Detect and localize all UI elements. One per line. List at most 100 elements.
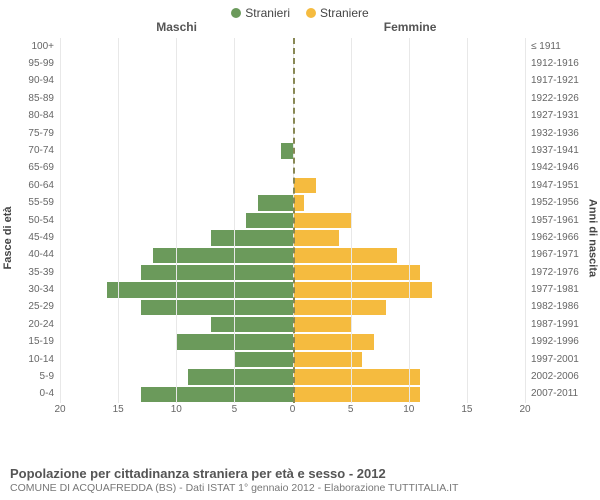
bar-female	[293, 300, 386, 315]
bar-female	[293, 213, 351, 228]
age-label: 75-79	[28, 129, 60, 139]
age-label: 65-69	[28, 163, 60, 173]
grid-line	[409, 38, 410, 403]
birth-year-label: 1982-1986	[525, 302, 579, 312]
plot-area: 100+≤ 191195-991912-191690-941917-192185…	[60, 38, 525, 403]
x-tick-label: 20	[54, 404, 65, 415]
birth-year-label: 1937-1941	[525, 146, 579, 156]
age-label: 5-9	[40, 372, 60, 382]
bar-female	[293, 230, 340, 245]
birth-year-label: 1927-1931	[525, 111, 579, 121]
grid-line	[467, 38, 468, 403]
y-axis-title-right: Anni di nascita	[586, 199, 598, 277]
birth-year-label: 1987-1991	[525, 320, 579, 330]
age-label: 70-74	[28, 146, 60, 156]
legend-item-male: Stranieri	[231, 6, 290, 20]
bar-male	[258, 195, 293, 210]
bar-male	[211, 230, 292, 245]
birth-year-label: 2002-2006	[525, 372, 579, 382]
bar-male	[141, 300, 292, 315]
bar-female	[293, 248, 398, 263]
x-tick-label: 10	[171, 404, 182, 415]
age-label: 40-44	[28, 250, 60, 260]
chart-subtitle: COMUNE DI ACQUAFREDDA (BS) - Dati ISTAT …	[10, 482, 590, 494]
age-label: 25-29	[28, 302, 60, 312]
legend-swatch-male	[231, 8, 241, 18]
birth-year-label: 1962-1966	[525, 233, 579, 243]
bar-female	[293, 317, 351, 332]
bar-male	[188, 369, 293, 384]
grid-line	[176, 38, 177, 403]
age-label: 100+	[31, 42, 60, 52]
grid-line	[234, 38, 235, 403]
birth-year-label: 1922-1926	[525, 94, 579, 104]
x-tick-label: 10	[403, 404, 414, 415]
birth-year-label: 1967-1971	[525, 250, 579, 260]
bar-male	[234, 352, 292, 367]
grid-line	[118, 38, 119, 403]
bar-female	[293, 369, 421, 384]
x-axis: 201510505101520	[60, 404, 525, 420]
age-label: 55-59	[28, 198, 60, 208]
center-line	[293, 38, 295, 403]
x-tick-label: 5	[232, 404, 238, 415]
bar-female	[293, 265, 421, 280]
age-label: 50-54	[28, 216, 60, 226]
legend-swatch-female	[306, 8, 316, 18]
birth-year-label: 1912-1916	[525, 59, 579, 69]
legend-item-female: Straniere	[306, 6, 369, 20]
chart-title: Popolazione per cittadinanza straniera p…	[10, 466, 590, 481]
chart-footer: Popolazione per cittadinanza straniera p…	[10, 466, 590, 494]
birth-year-label: 1942-1946	[525, 163, 579, 173]
header-femmine: Femmine	[384, 20, 437, 34]
chart-area: Fasce di età Anni di nascita 100+≤ 19119…	[0, 38, 600, 438]
grid-line	[60, 38, 61, 403]
column-headers: Maschi Femmine	[0, 20, 600, 38]
age-label: 30-34	[28, 285, 60, 295]
bar-male	[246, 213, 293, 228]
legend-label-female: Straniere	[320, 6, 369, 20]
x-tick-label: 0	[290, 404, 296, 415]
age-label: 85-89	[28, 94, 60, 104]
legend-label-male: Stranieri	[245, 6, 290, 20]
age-label: 95-99	[28, 59, 60, 69]
birth-year-label: 1957-1961	[525, 216, 579, 226]
grid-line	[351, 38, 352, 403]
bar-male	[141, 387, 292, 402]
age-label: 10-14	[28, 355, 60, 365]
birth-year-label: 1917-1921	[525, 76, 579, 86]
birth-year-label: 1992-1996	[525, 337, 579, 347]
birth-year-label: 1952-1956	[525, 198, 579, 208]
birth-year-label: 2007-2011	[525, 389, 578, 399]
age-label: 90-94	[28, 76, 60, 86]
bar-female	[293, 282, 433, 297]
birth-year-label: 1997-2001	[525, 355, 579, 365]
x-tick-label: 5	[348, 404, 354, 415]
age-label: 60-64	[28, 181, 60, 191]
birth-year-label: 1932-1936	[525, 129, 579, 139]
birth-year-label: 1947-1951	[525, 181, 579, 191]
bar-male	[107, 282, 293, 297]
age-label: 80-84	[28, 111, 60, 121]
bar-female	[293, 352, 363, 367]
bar-male	[141, 265, 292, 280]
legend: Stranieri Straniere	[0, 0, 600, 20]
bar-male	[211, 317, 292, 332]
header-maschi: Maschi	[156, 20, 197, 34]
age-label: 0-4	[40, 389, 60, 399]
bar-female	[293, 178, 316, 193]
x-tick-label: 15	[461, 404, 472, 415]
age-label: 15-19	[28, 337, 60, 347]
x-tick-label: 20	[519, 404, 530, 415]
birth-year-label: ≤ 1911	[525, 42, 561, 52]
birth-year-label: 1977-1981	[525, 285, 579, 295]
bar-male	[153, 248, 293, 263]
y-axis-title-left: Fasce di età	[2, 207, 14, 270]
bar-female	[293, 387, 421, 402]
birth-year-label: 1972-1976	[525, 268, 579, 278]
age-label: 45-49	[28, 233, 60, 243]
bar-female	[293, 334, 374, 349]
x-tick-label: 15	[113, 404, 124, 415]
age-label: 20-24	[28, 320, 60, 330]
bar-male	[281, 143, 293, 158]
